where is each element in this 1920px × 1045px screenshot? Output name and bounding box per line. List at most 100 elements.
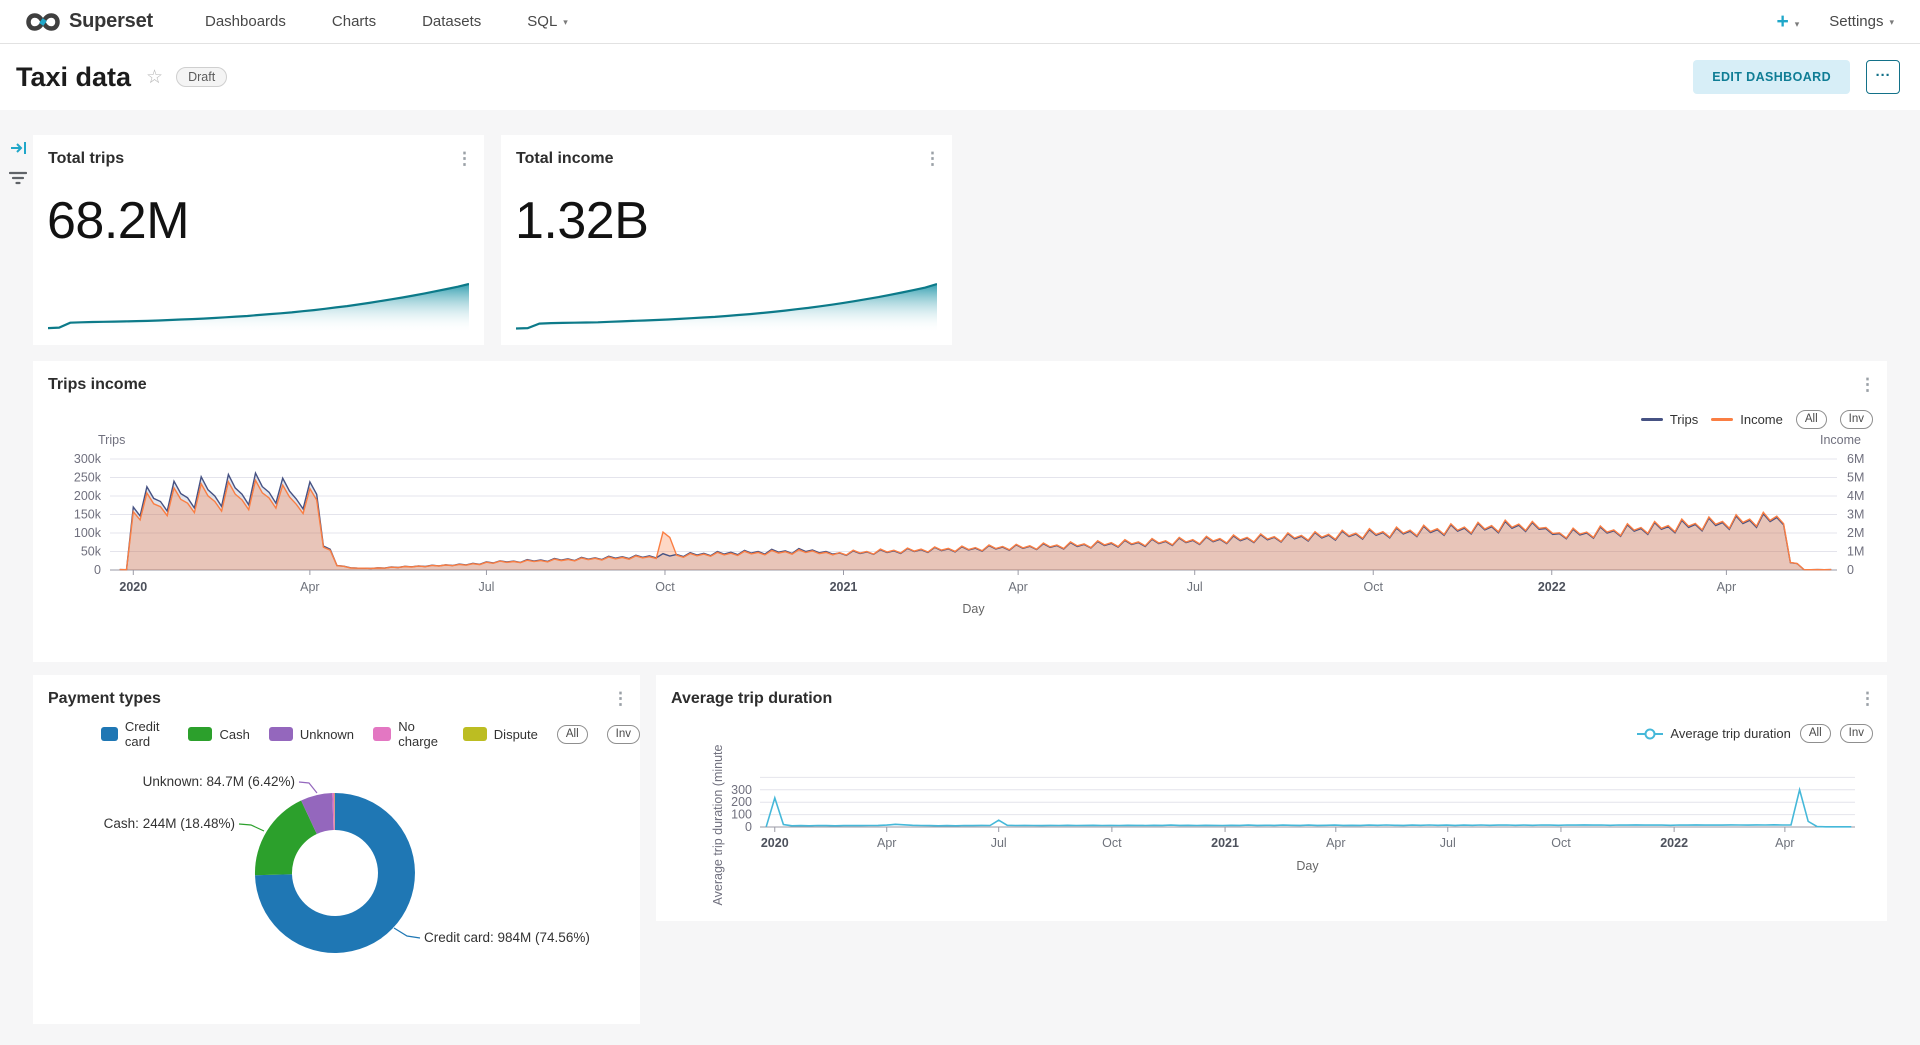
dashboard-more-button[interactable]: ··· [1866, 60, 1900, 94]
axis-tick-label: 1M [1847, 545, 1864, 559]
pie-slice-unknown[interactable] [301, 793, 334, 834]
trips-income-legend: Trips Income All Inv [1640, 410, 1873, 429]
axis-tick-label: 2020 [119, 580, 147, 594]
filter-list-icon[interactable] [8, 171, 28, 190]
axis-tick-label: Apr [1775, 836, 1794, 850]
nav-item-dashboards[interactable]: Dashboards [205, 13, 286, 30]
expand-filter-bar-icon[interactable] [10, 140, 28, 161]
pie-callout-label: Unknown: 84.7M (6.42%) [143, 774, 295, 789]
card-payment-types: Payment types ⋮ Credit card Cash Unknown No… [33, 675, 640, 1024]
axis-tick-label: 2022 [1660, 836, 1688, 850]
top-nav: Superset Dashboards Charts Datasets SQL ▾ + ▾… [0, 0, 1920, 44]
total-trips-sparkline [47, 279, 470, 333]
axis-tick-label: 250k [74, 471, 102, 485]
card-trips-income: Trips income ⋮ Trips Income All Inv Trips I… [33, 361, 1887, 662]
trips-income-chart: 300k 6M 250k 5M 200k 4M 150k 3M 100k 2M 50k 1M 0 0 202… [33, 431, 1887, 662]
axis-tick-label: 5M [1847, 471, 1864, 485]
legend-item-no-charge[interactable]: No charge [373, 719, 444, 749]
axis-tick-label: Jul [991, 836, 1007, 850]
pie-slice-credit-card[interactable] [255, 793, 415, 953]
axis-tick-label: 50k [81, 545, 102, 559]
axis-tick-label: 100 [731, 808, 752, 822]
superset-logo[interactable]: Superset [26, 10, 153, 33]
axis-tick-label: Apr [1717, 580, 1736, 594]
pie-slice-cash[interactable] [254, 800, 317, 876]
new-item-button[interactable]: + ▾ [1776, 10, 1799, 34]
nav-item-sql[interactable]: SQL ▾ [527, 13, 568, 30]
line-marker-icon [1637, 728, 1664, 739]
pie-label-connector [298, 781, 318, 794]
chart-kebab-menu-icon[interactable]: ⋮ [924, 149, 941, 168]
big-number-value: 68.2M [47, 192, 190, 250]
legend-pill-inv[interactable]: Inv [606, 724, 640, 744]
income-line [119, 478, 1832, 571]
legend-item-trips[interactable]: Trips [1640, 412, 1699, 427]
legend-label: Average trip duration [1670, 726, 1791, 741]
legend-label: Credit card [124, 719, 160, 749]
legend-item-credit-card[interactable]: Credit card [101, 719, 169, 749]
legend-label: Unknown [299, 726, 355, 742]
card-total-trips: Total trips ⋮ 68.2M [33, 135, 484, 345]
chart-kebab-menu-icon[interactable]: ⋮ [1859, 375, 1876, 394]
axis-tick-label: Apr [300, 580, 319, 594]
chart-kebab-menu-icon[interactable]: ⋮ [612, 689, 629, 708]
legend-pill-all[interactable]: All [1795, 410, 1827, 429]
axis-tick-label: 4M [1847, 489, 1864, 503]
total-trips-sparkline [47, 282, 470, 333]
nav-item-charts[interactable]: Charts [331, 13, 377, 30]
axis-tick-label: Apr [1008, 580, 1027, 594]
total-income-sparkline [515, 279, 938, 333]
chart-title: Trips income [48, 376, 147, 393]
legend-label: Cash [219, 726, 250, 742]
axis-tick-label: 300k [74, 452, 102, 466]
draft-status-badge: Draft [176, 67, 228, 87]
axis-tick-label: Day [962, 602, 985, 616]
pie-slice-no-charge[interactable] [332, 792, 335, 830]
pie-slice-dispute[interactable] [334, 792, 336, 830]
axis-tick-label: 100k [74, 526, 102, 540]
legend-item-dispute[interactable]: Dispute [462, 727, 538, 742]
legend-swatch [188, 727, 213, 741]
card-total-income: Total income ⋮ 1.32B [501, 135, 952, 345]
legend-label: No charge [398, 719, 439, 749]
legend-item-unknown[interactable]: Unknown [268, 726, 355, 742]
right-axis-title: Income [1820, 433, 1861, 447]
chart-title: Average trip duration [671, 690, 833, 707]
total-income-sparkline [515, 282, 938, 333]
legend-pill-inv[interactable]: Inv [1839, 724, 1873, 743]
chevron-down-icon: ▾ [563, 17, 568, 27]
axis-tick-label: 0 [1847, 563, 1854, 577]
settings-menu[interactable]: Settings ▾ [1829, 13, 1894, 30]
favorite-star-icon[interactable]: ☆ [146, 66, 164, 88]
legend-item-average-trip-duration[interactable]: Average trip duration [1637, 726, 1791, 741]
chart-kebab-menu-icon[interactable]: ⋮ [1859, 689, 1876, 708]
legend-label: Trips [1669, 412, 1699, 427]
payment-types-donut-chart: Unknown: 84.7M (6.42%) Cash: 244M (18.48%… [33, 744, 640, 1024]
avg-duration-line [765, 786, 1852, 828]
pie-label-connector [238, 823, 265, 832]
legend-item-income[interactable]: Income [1711, 412, 1783, 427]
nav-right: + ▾ Settings ▾ [1776, 10, 1894, 34]
big-number-value: 1.32B [515, 192, 649, 250]
brand-name: Superset [69, 10, 153, 32]
header-actions: EDIT DASHBOARD ··· [1693, 60, 1900, 94]
axis-tick-label: Apr [1326, 836, 1345, 850]
chart-kebab-menu-icon[interactable]: ⋮ [456, 149, 473, 168]
edit-dashboard-button[interactable]: EDIT DASHBOARD [1693, 60, 1850, 94]
page-title: Taxi data [16, 61, 132, 92]
chart-title: Total income [516, 150, 614, 167]
legend-swatch [268, 727, 293, 741]
chart-title: Payment types [48, 690, 161, 707]
income-area [119, 480, 1832, 570]
axis-tick-label: 2021 [830, 580, 858, 594]
dashboard-header: Taxi data ☆ Draft EDIT DASHBOARD ··· [0, 44, 1920, 110]
legend-pill-all[interactable]: All [556, 724, 588, 744]
legend-pill-all[interactable]: All [1799, 724, 1831, 743]
superset-infinity-icon [26, 12, 60, 31]
y-axis-title: Average trip duration (minute [711, 745, 725, 905]
nav-item-datasets[interactable]: Datasets [422, 13, 482, 30]
axis-tick-label: 200 [731, 795, 752, 809]
legend-item-cash[interactable]: Cash [188, 726, 250, 742]
legend-pill-inv[interactable]: Inv [1839, 410, 1873, 429]
